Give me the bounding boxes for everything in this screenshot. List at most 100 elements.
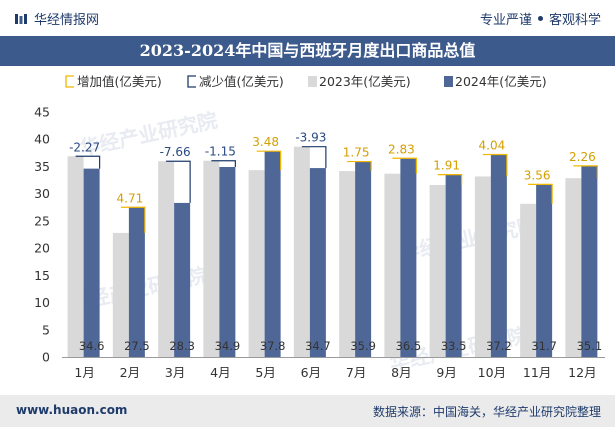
bar-2024 <box>536 184 553 357</box>
x-tick-label: 2月 <box>120 365 140 380</box>
x-tick-label: 11月 <box>523 365 551 380</box>
bar-2023 <box>203 160 220 357</box>
bar-2023 <box>158 161 175 357</box>
change-bracket <box>166 160 191 203</box>
change-bracket <box>256 150 282 171</box>
value-label-2024: 33.5 <box>441 339 467 353</box>
x-tick-label: 3月 <box>165 365 185 380</box>
y-tick-label: 25 <box>34 213 50 228</box>
legend-increase-marker <box>65 75 74 88</box>
value-label-2024: 34.7 <box>305 339 331 353</box>
value-label-2024: 34.6 <box>79 339 105 353</box>
legend-s2023-swatch <box>308 76 317 87</box>
bar-2024 <box>174 202 191 357</box>
change-bracket <box>437 174 463 186</box>
bar-2024 <box>219 166 236 357</box>
change-bracket <box>75 155 101 169</box>
x-tick-label: 4月 <box>210 365 230 380</box>
legend-increase-label: 增加值(亿美元) <box>77 74 162 89</box>
tagline-right: 客观科学 <box>548 13 601 28</box>
change-label: 2.26 <box>569 150 596 164</box>
bar-2024 <box>83 168 100 357</box>
watermark-text: 华经产业研究院 <box>398 213 540 266</box>
x-tick-label: 7月 <box>346 365 366 380</box>
change-label: -7.66 <box>160 145 191 159</box>
change-label: 1.75 <box>343 146 370 160</box>
change-bracket <box>482 153 508 177</box>
value-label-2024: 37.2 <box>486 339 512 353</box>
bar-2023 <box>339 171 356 357</box>
bar-2024 <box>581 165 598 357</box>
change-label: -3.93 <box>295 131 326 145</box>
change-label: 3.48 <box>252 135 279 149</box>
x-tick-label: 10月 <box>478 365 506 380</box>
value-label-2024: 35.1 <box>577 339 603 353</box>
bar-2023 <box>520 203 537 357</box>
value-label-2024: 36.5 <box>396 339 422 353</box>
bars-layer: -2.27 34.6 4.71 27.5 -7.66 28.3 -1.15 34.9 3.48 3… <box>67 131 603 357</box>
value-label-2024: 37.8 <box>260 339 286 353</box>
y-tick-label: 10 <box>34 295 50 310</box>
logo-icon <box>15 13 27 24</box>
change-label: 4.04 <box>479 138 506 152</box>
y-tick-label: 45 <box>34 105 50 120</box>
change-bracket <box>120 206 146 233</box>
bar-chart: 华经产业研究院华经产业研究院华经产业研究院华经产业研究院 增加值(亿美元)减少值… <box>34 74 605 380</box>
change-label: -1.15 <box>205 145 236 159</box>
x-tick-label: 1月 <box>74 365 94 380</box>
bar-2024 <box>490 154 507 357</box>
bar-2023 <box>248 170 265 357</box>
bar-2024 <box>264 151 281 357</box>
value-label-2024: 34.9 <box>215 339 241 353</box>
bar-2024 <box>400 158 417 357</box>
x-tick-label: 6月 <box>301 365 321 380</box>
footer-source: 数据来源：中国海关，华经产业研究院整理 <box>372 405 601 419</box>
legend-s2023-label: 2023年(亿美元) <box>319 74 411 89</box>
tagline-left: 专业严谨 <box>479 13 532 28</box>
change-bracket <box>573 165 598 179</box>
y-tick-label: 35 <box>34 159 50 174</box>
y-axis: 0 5 10 15 20 25 30 35 40 45 <box>34 105 50 365</box>
separator-dot-icon <box>537 16 543 21</box>
bar-2024 <box>309 168 326 357</box>
y-tick-label: 5 <box>42 322 50 337</box>
footer-bar: www.huaon.com 数据来源：中国海关，华经产业研究院整理 <box>0 395 615 427</box>
brand-name: 华经情报网 <box>34 13 100 28</box>
change-bracket <box>528 183 553 204</box>
legend-s2024-label: 2024年(亿美元) <box>455 74 547 89</box>
value-label-2024: 28.3 <box>169 339 195 353</box>
brand[interactable]: 华经情报网 <box>14 9 99 28</box>
footer-site-link[interactable]: www.huaon.com <box>16 403 128 417</box>
legend-decrease-marker <box>187 75 196 88</box>
chart-title: 2023-2024年中国与西班牙月度出口商品总值 <box>139 41 476 60</box>
bar-2024 <box>355 161 372 357</box>
bar-2023 <box>67 156 84 357</box>
y-tick-label: 30 <box>34 186 50 201</box>
chart-legend: 增加值(亿美元) 减少值(亿美元) 2023年(亿美元) 2024年(亿美元) <box>65 74 547 89</box>
y-tick-label: 0 <box>42 350 50 365</box>
value-label-2024: 31.7 <box>531 339 557 353</box>
bar-2023 <box>474 176 491 357</box>
x-tick-label: 12月 <box>568 365 596 380</box>
bar-2024 <box>445 174 462 357</box>
top-bar: 华经情报网 专业严谨 客观科学 <box>0 0 615 36</box>
bar-2023 <box>293 146 310 357</box>
legend-s2024-swatch <box>444 76 453 87</box>
bar-2023 <box>384 173 401 357</box>
change-bracket <box>392 157 417 174</box>
value-label-2024: 27.5 <box>124 339 150 353</box>
bar-2023 <box>565 178 582 357</box>
x-tick-label: 9月 <box>436 365 456 380</box>
bar-2024 <box>128 207 145 357</box>
tagline: 专业严谨 客观科学 <box>480 9 601 28</box>
x-axis: 1月 2月 3月 4月 5月 6月 7月 8月 9月 10月 11月 12月 <box>62 357 605 380</box>
change-label: 2.83 <box>388 142 415 156</box>
y-tick-label: 20 <box>34 241 50 256</box>
change-label: 3.56 <box>524 168 551 182</box>
y-tick-label: 15 <box>34 268 50 283</box>
title-bar: 2023-2024年中国与西班牙月度出口商品总值 <box>0 36 615 66</box>
bar-2023 <box>112 232 129 357</box>
bar-2023 <box>429 185 446 357</box>
change-bracket <box>347 160 372 172</box>
change-label: -2.27 <box>69 140 100 154</box>
